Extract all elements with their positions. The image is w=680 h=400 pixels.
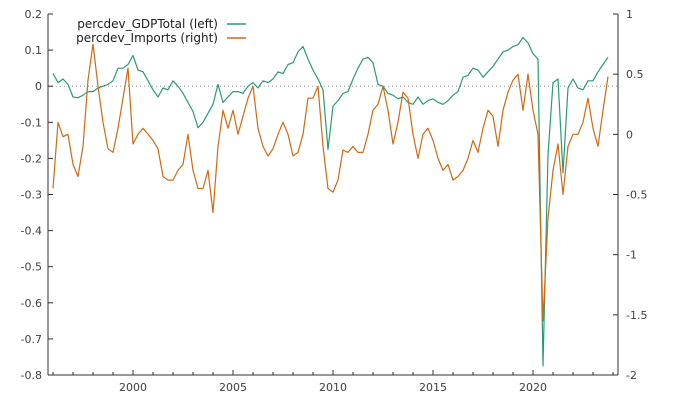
left-tick-label: -0.3 — [21, 189, 42, 202]
left-tick-label: 0.2 — [25, 8, 43, 21]
legend: percdev_GDPTotal (left) percdev_Imports … — [76, 17, 246, 45]
left-tick-label: -0.8 — [21, 369, 42, 382]
left-tick-label: -0.5 — [21, 261, 42, 274]
series-line-imports — [52, 43, 609, 322]
legend-label-imports: percdev_Imports (right) — [76, 31, 218, 45]
x-tick-label: 2000 — [119, 381, 147, 394]
series-line-gdp — [52, 36, 609, 367]
left-tick-label: -0.2 — [21, 152, 42, 165]
right-tick-label: 0 — [626, 128, 633, 141]
left-tick-label: -0.7 — [21, 333, 42, 346]
series-lines — [52, 36, 609, 367]
x-axis-ticks: 2000 2005 2010 2015 2020 — [52, 370, 614, 394]
left-axis-ticks: 0.2 0.1 0 -0.1 -0.2 -0.3 -0.4 -0.5 -0.6 -0.7 -0.8 — [21, 8, 53, 382]
left-tick-label: 0.1 — [25, 44, 43, 57]
axes — [47, 14, 619, 376]
right-tick-label: -1 — [626, 249, 637, 262]
left-tick-label: -0.6 — [21, 297, 42, 310]
legend-label-gdp: percdev_GDPTotal (left) — [77, 17, 218, 31]
left-tick-label: -0.1 — [21, 116, 42, 129]
right-tick-label: -1.5 — [626, 309, 647, 322]
right-tick-label: 0.5 — [626, 68, 644, 81]
right-tick-label: -0.5 — [626, 189, 647, 202]
x-tick-label: 2015 — [419, 381, 447, 394]
x-tick-label: 2010 — [319, 381, 347, 394]
right-axis-ticks: 1 0.5 0 -0.5 -1 -1.5 -2 — [613, 8, 647, 382]
right-tick-label: 1 — [626, 8, 633, 21]
x-tick-label: 2020 — [519, 381, 547, 394]
right-tick-label: -2 — [626, 369, 637, 382]
left-tick-label: -0.4 — [21, 225, 42, 238]
x-tick-label: 2005 — [219, 381, 247, 394]
left-tick-label: 0 — [35, 80, 42, 93]
